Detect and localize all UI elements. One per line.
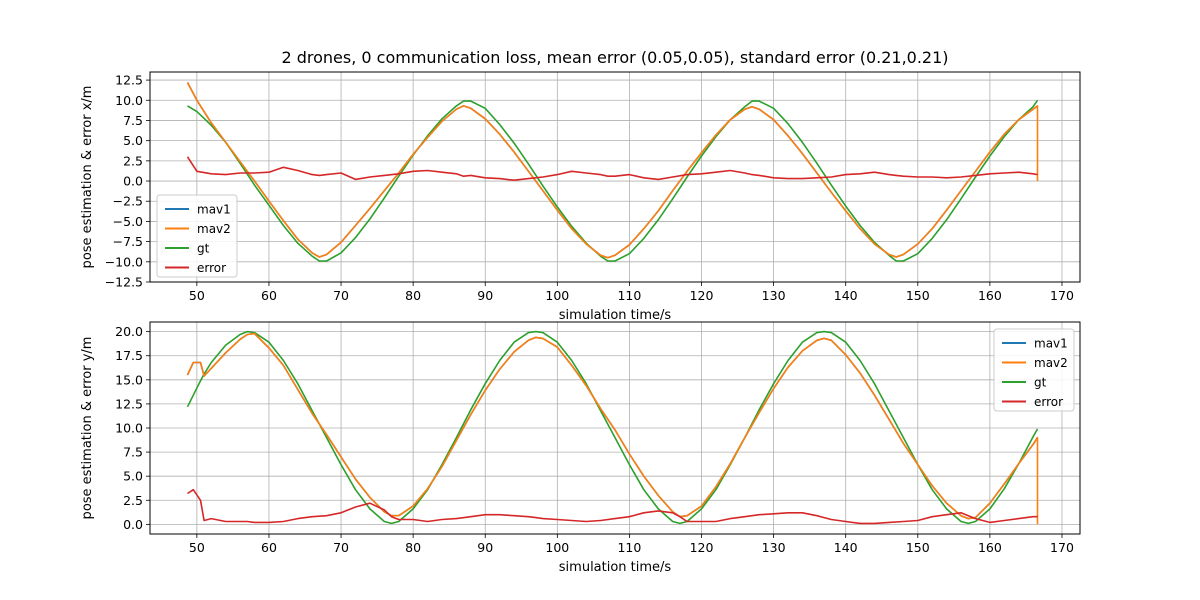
x-tick-label: 110 <box>617 540 641 555</box>
legend-label-gt: gt <box>1034 376 1047 390</box>
y-tick-label: 10.0 <box>115 93 143 108</box>
grid <box>150 322 1080 534</box>
y-tick-label: 2.5 <box>123 493 143 508</box>
x-tick-label: 120 <box>690 288 714 303</box>
legend-label-error: error <box>1034 395 1063 409</box>
x-tick-label: 150 <box>906 540 930 555</box>
x-tick-label: 170 <box>1050 540 1074 555</box>
y-axis-label: pose estimation & error y/m <box>80 337 95 520</box>
x-tick-label: 50 <box>189 288 205 303</box>
x-tick-label: 100 <box>545 288 569 303</box>
series-line-mav2 <box>186 82 1039 259</box>
legend-label-mav1: mav1 <box>1034 337 1068 351</box>
legend-label-error: error <box>197 261 226 275</box>
series-lines <box>186 82 1039 262</box>
y-tick-label: 0.0 <box>123 517 143 532</box>
x-pose-panel: 50 60 70 80 90 100 110 120 130 140 150 160 170 −12.5 −… <box>80 71 1081 323</box>
x-tick-label: 90 <box>477 288 493 303</box>
legend-box <box>993 328 1075 412</box>
series-line-error <box>187 488 1038 525</box>
x-tick-label: 60 <box>261 540 277 555</box>
x-tick-label: 60 <box>261 288 277 303</box>
series-line-mav2 <box>186 332 1039 525</box>
y-tick-label: 7.5 <box>123 113 143 128</box>
legend-label-gt: gt <box>197 242 210 256</box>
y-tick-label: 15.0 <box>115 372 143 387</box>
x-tick-label: 140 <box>834 288 858 303</box>
y-tick-label: 7.5 <box>123 445 143 460</box>
x-tick-label: 170 <box>1050 288 1074 303</box>
y-tick-label: −12.5 <box>105 275 143 290</box>
y-tick-label: −7.5 <box>113 234 143 249</box>
x-tick-label: 130 <box>762 288 786 303</box>
x-tick-label: 110 <box>617 288 641 303</box>
y-axis-label: pose estimation & error x/m <box>80 86 95 269</box>
y-tick-label: 17.5 <box>115 348 143 363</box>
legend-box <box>156 194 238 278</box>
legend: mav1 mav2 gt error <box>156 194 238 278</box>
y-tick-label: 20.0 <box>115 324 143 339</box>
x-axis-label: simulation time/s <box>559 308 672 323</box>
x-tick-label: 120 <box>690 540 714 555</box>
axes-frame <box>149 71 1081 283</box>
x-tick-label: 130 <box>762 540 786 555</box>
y-tick-label: 12.5 <box>115 396 143 411</box>
x-tick-label: 70 <box>333 288 349 303</box>
series-lines <box>186 330 1039 525</box>
series-line-error <box>186 156 1038 181</box>
y-tick-label: −5.0 <box>113 214 143 229</box>
y-pose-panel: 50 60 70 80 90 100 110 120 130 140 150 160 170 0.0 2.5… <box>80 321 1081 575</box>
x-tick-label: 150 <box>906 288 930 303</box>
y-tick-label: 12.5 <box>115 73 143 88</box>
y-tick-label: 2.5 <box>123 153 143 168</box>
series-line-gt <box>186 330 1039 525</box>
series-line-gt <box>187 99 1039 262</box>
y-tick-label: 0.0 <box>123 174 143 189</box>
legend-label-mav2: mav2 <box>1034 356 1068 370</box>
y-tick-label: 5.0 <box>123 133 143 148</box>
y-tick-label: 5.0 <box>123 469 143 484</box>
x-tick-label: 140 <box>834 540 858 555</box>
x-axis-label: simulation time/s <box>559 560 672 575</box>
x-tick-label: 100 <box>545 540 569 555</box>
x-tick-label: 90 <box>477 540 493 555</box>
legend-label-mav1: mav1 <box>197 203 231 217</box>
x-tick-label: 80 <box>405 540 421 555</box>
x-tick-label: 70 <box>333 540 349 555</box>
legend: mav1 mav2 gt error <box>993 328 1075 412</box>
x-tick-label: 80 <box>405 288 421 303</box>
y-tick-label: 10.0 <box>115 421 143 436</box>
legend-label-mav2: mav2 <box>197 222 231 236</box>
y-tick-label: −10.0 <box>105 254 143 269</box>
y-tick-label: −2.5 <box>113 194 143 209</box>
x-tick-label: 50 <box>189 540 205 555</box>
x-tick-label: 160 <box>978 288 1002 303</box>
figure-title: 2 drones, 0 communication loss, mean err… <box>281 48 948 67</box>
x-tick-label: 160 <box>978 540 1002 555</box>
